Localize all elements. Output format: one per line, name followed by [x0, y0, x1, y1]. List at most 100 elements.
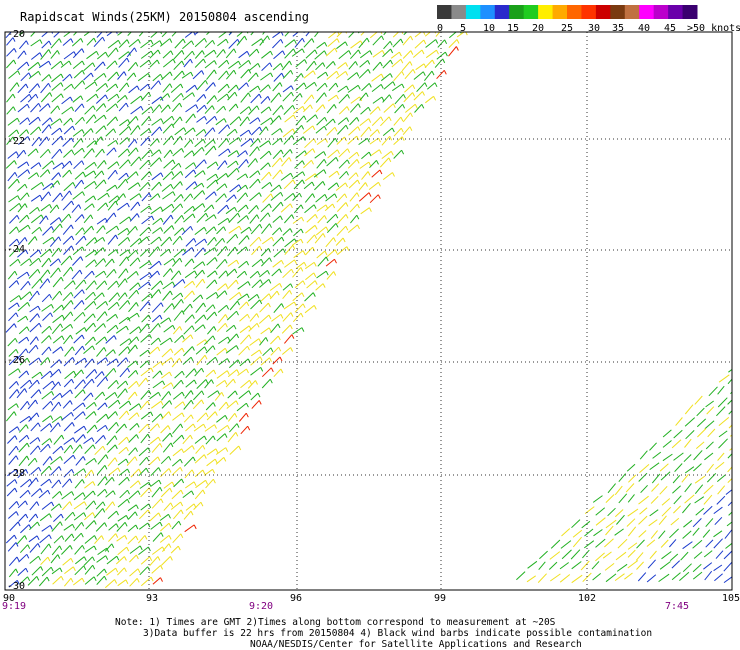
wind-barb-tick	[367, 106, 371, 112]
wind-barb	[31, 136, 40, 147]
wind-barb	[128, 434, 137, 443]
wind-barb	[413, 71, 424, 80]
wind-barb	[29, 290, 38, 302]
wind-barb	[592, 573, 602, 581]
wind-barb-tick	[291, 214, 295, 219]
wind-barb	[72, 402, 84, 412]
wind-barb	[93, 292, 103, 301]
wind-barb	[559, 562, 569, 570]
wind-barb	[236, 192, 246, 203]
wind-barb-tick	[203, 314, 207, 320]
wind-barb-tick	[136, 412, 140, 417]
wind-barb	[239, 358, 249, 367]
wind-barb	[51, 82, 62, 91]
wind-barb-tick	[267, 84, 271, 89]
wind-barb-tick	[301, 160, 305, 165]
wind-barb	[118, 446, 127, 455]
wind-barb	[17, 567, 27, 576]
legend-swatch	[538, 5, 554, 19]
wind-barb	[94, 170, 103, 179]
wind-barb	[713, 506, 723, 515]
wind-barb-tick	[102, 61, 106, 67]
wind-barb	[228, 38, 238, 49]
wind-barb-tick	[238, 60, 241, 66]
wind-barb	[8, 445, 17, 456]
wind-barb	[95, 258, 104, 268]
wind-barb	[117, 579, 127, 587]
wind-barb	[40, 556, 49, 566]
wind-barb	[172, 257, 181, 267]
wind-barb-tick	[215, 448, 219, 454]
wind-barb	[49, 204, 58, 214]
wind-barb-field	[5, 32, 732, 589]
wind-barb-tick	[71, 137, 74, 143]
wind-barb-tick	[456, 39, 460, 44]
wind-barb-tick	[245, 159, 249, 164]
wind-barb	[248, 205, 257, 215]
wind-barb	[337, 85, 347, 93]
legend-swatch	[465, 5, 481, 19]
wind-barb-tick	[247, 425, 251, 431]
wind-barb	[184, 139, 192, 148]
wind-barb	[97, 547, 107, 556]
wind-barb-tick	[61, 162, 65, 168]
wind-barb	[8, 381, 17, 389]
wind-barb-tick	[124, 388, 128, 393]
wind-barb	[139, 360, 148, 369]
wind-barb	[194, 226, 205, 235]
wind-barb	[40, 82, 49, 94]
wind-barb-tick	[125, 458, 129, 464]
wind-barb-tick	[123, 556, 127, 561]
wind-barb	[316, 270, 327, 279]
wind-barb-tick	[105, 51, 109, 57]
wind-barb	[260, 72, 271, 81]
wind-barb	[140, 411, 152, 420]
wind-barb-tick	[25, 513, 29, 519]
wind-barb	[627, 508, 639, 517]
wind-barb-tick	[201, 399, 205, 405]
wind-barb-tick	[147, 73, 151, 78]
wind-barb-tick	[281, 236, 285, 242]
wind-barb-tick	[169, 556, 173, 561]
wind-barb-tick	[58, 217, 62, 222]
wind-barb	[8, 368, 19, 376]
legend-swatch	[494, 5, 510, 19]
wind-barb-tick	[82, 116, 85, 122]
wind-barb	[64, 566, 74, 574]
wind-barb	[62, 291, 72, 302]
wind-barb	[669, 553, 679, 562]
wind-barb-tick	[70, 38, 74, 43]
wind-barb-tick	[81, 369, 84, 375]
wind-barb	[626, 463, 636, 472]
wind-barb-tick	[81, 48, 85, 53]
wind-barb	[192, 399, 202, 410]
wind-barb-tick	[93, 576, 97, 582]
wind-barb-tick	[227, 148, 231, 154]
wind-barb	[52, 304, 63, 313]
wind-barb	[649, 509, 659, 517]
wind-barb-tick	[103, 258, 107, 263]
wind-barb-tick	[113, 128, 117, 134]
wind-barb-tick	[15, 455, 19, 460]
wind-barb-tick	[116, 225, 120, 231]
wind-barb-tick	[159, 521, 163, 527]
wind-barb	[394, 103, 403, 114]
wind-barb-tick	[302, 136, 306, 141]
wind-barb	[727, 466, 732, 473]
wind-barb	[205, 145, 215, 156]
wind-barb	[171, 520, 180, 530]
wind-barb-tick	[93, 301, 97, 306]
wind-barb-tick	[249, 380, 252, 385]
wind-barb-tick	[235, 103, 239, 109]
wind-barb	[62, 200, 72, 211]
wind-barb	[282, 85, 292, 93]
wind-barb	[7, 117, 18, 126]
wind-barb	[96, 311, 106, 322]
wind-barb-tick	[125, 268, 129, 273]
wind-barb-tick	[113, 269, 117, 274]
wind-barb-tick	[334, 127, 338, 132]
wind-barb	[141, 215, 153, 225]
wind-barb-tick	[69, 96, 73, 102]
wind-barb	[84, 358, 93, 368]
wind-barb-tick	[29, 291, 33, 296]
